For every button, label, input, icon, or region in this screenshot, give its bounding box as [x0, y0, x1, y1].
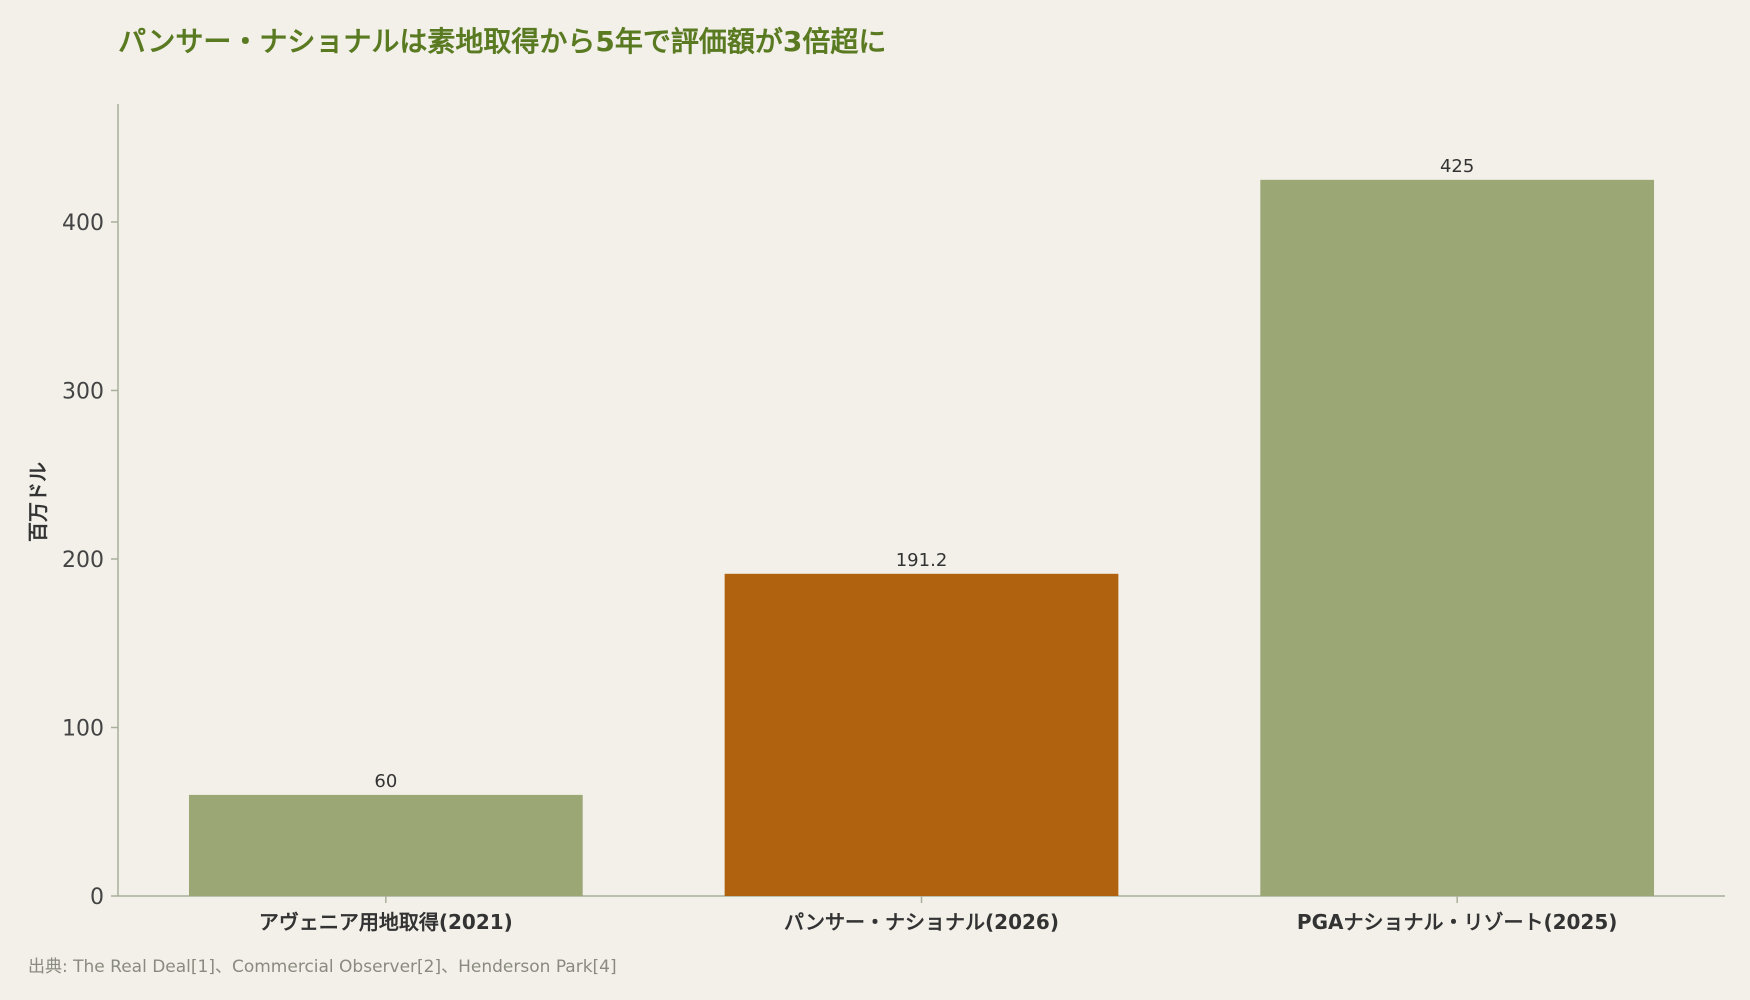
bar [724, 573, 1119, 896]
y-tick-label: 300 [62, 379, 104, 404]
data-label: 191.2 [896, 550, 948, 571]
chart-title: パンサー・ナショナルは素地取得から5年で評価額が3倍超に [118, 25, 887, 58]
y-tick-label: 400 [62, 211, 104, 236]
bar [1260, 179, 1655, 897]
x-tick-label: アヴェニア用地取得(2021) [259, 910, 513, 934]
y-axis-title: 百万ドル [26, 462, 50, 542]
data-label: 425 [1440, 156, 1474, 177]
x-tick-label: PGAナショナル・リゾート(2025) [1297, 910, 1618, 934]
source-note: 出典: The Real Deal[1]、Commercial Observer… [28, 957, 617, 977]
y-tick-label: 200 [62, 548, 104, 573]
bar [188, 794, 583, 896]
data-label: 60 [374, 771, 397, 792]
x-tick-label: パンサー・ナショナル(2026) [784, 910, 1059, 934]
y-tick-label: 0 [90, 885, 104, 910]
y-tick-label: 100 [62, 716, 104, 741]
